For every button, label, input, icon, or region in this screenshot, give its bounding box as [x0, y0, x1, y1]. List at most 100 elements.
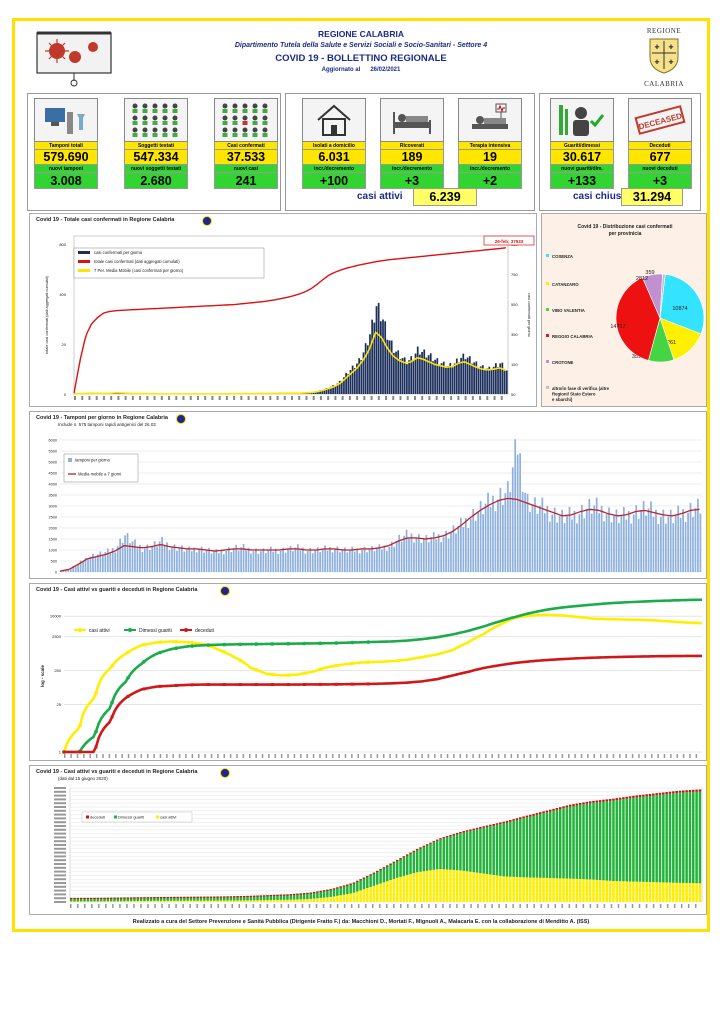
recovered-bar — [419, 848, 422, 872]
x-tick-mark — [223, 754, 225, 758]
daily-test-bar — [311, 553, 314, 572]
series-marker — [350, 640, 355, 645]
daily-test-bar — [588, 498, 591, 572]
x-tick-mark — [133, 904, 135, 908]
daily-test-bar — [467, 528, 470, 572]
active-cases-bar — [662, 882, 665, 902]
daily-case-bar — [375, 306, 378, 394]
recovered-bar — [612, 800, 615, 882]
series-marker — [174, 639, 178, 644]
deceased-bar — [655, 793, 658, 796]
active-cases-bar — [628, 881, 632, 902]
active-cases-bar — [206, 900, 209, 902]
deceased-bar — [442, 837, 446, 839]
x-tick-mark — [210, 754, 213, 758]
deceased-bar — [685, 790, 688, 793]
recovered-bar — [399, 858, 402, 877]
daily-test-bar — [163, 545, 166, 572]
deceased-bar — [578, 803, 582, 805]
daily-case-bar — [423, 349, 426, 394]
x-tick-mark — [610, 904, 613, 908]
active-cases-bar — [156, 900, 159, 902]
x-tick-mark — [110, 396, 113, 400]
active-cases-bar — [409, 874, 412, 902]
recovered-bar — [329, 889, 332, 897]
x-tick-mark — [217, 754, 219, 758]
daily-test-bar — [534, 497, 536, 572]
recovered-bar — [166, 897, 169, 901]
active-cases-bar — [133, 901, 136, 902]
daily-test-bar — [301, 547, 304, 572]
deceased-bar — [465, 830, 469, 832]
daily-case-bar — [379, 321, 382, 394]
deceased-bar — [392, 861, 396, 863]
x-tick-mark — [523, 754, 525, 758]
y2-tick-label: 750 — [511, 272, 518, 277]
daily-test-bar — [260, 551, 262, 572]
x-tick-mark — [465, 754, 468, 758]
x-tick-mark — [497, 754, 500, 758]
daily-test-bar — [403, 535, 405, 572]
x-tick-mark — [306, 754, 308, 758]
active-cases-bar — [688, 883, 692, 902]
active-cases-bar — [489, 874, 492, 902]
series-marker — [254, 683, 258, 687]
recovered-bar — [615, 800, 619, 882]
daily-test-bar — [368, 549, 371, 572]
person-icon — [222, 103, 228, 109]
person-icon — [242, 115, 248, 121]
daily-test-bar — [687, 512, 689, 572]
x-tick-mark — [357, 754, 359, 758]
recovered-bar — [492, 825, 495, 875]
recovered-bar — [146, 897, 149, 901]
svg-text:✚: ✚ — [668, 44, 673, 51]
recovered-bar — [193, 896, 196, 901]
daily-case-bar — [425, 357, 428, 394]
y-tick-mark — [54, 802, 66, 805]
x-tick-mark — [446, 754, 449, 758]
x-tick-mark — [617, 904, 620, 908]
kpi-isolati-label: Isolati a domicilio — [302, 142, 366, 150]
recovered-bar — [216, 896, 219, 901]
daily-test-bar — [474, 520, 477, 572]
y-tick-label: 4000 — [49, 483, 57, 487]
y-tick-label: 6000 — [49, 439, 57, 443]
daily-test-bar — [269, 546, 272, 572]
y-tick-label: 3000 — [49, 505, 57, 509]
daily-test-bar — [566, 514, 568, 572]
deceased-bar — [183, 896, 186, 898]
x-tick-mark — [189, 396, 192, 400]
legend-swatch — [78, 269, 90, 272]
active-cases-bar — [332, 896, 336, 902]
y-tick-mark — [54, 821, 66, 824]
active-cases-bar — [186, 900, 189, 902]
recovered-bar — [123, 897, 126, 902]
daily-test-bar — [126, 533, 129, 572]
x-tick-mark — [505, 904, 507, 908]
deceased-bar — [186, 896, 189, 898]
active-cases-bar — [296, 899, 299, 902]
x-tick-mark — [127, 754, 130, 758]
series-marker — [270, 683, 274, 687]
x-tick-mark — [568, 904, 571, 908]
person-body-icon — [142, 133, 148, 137]
daily-test-bar — [576, 523, 578, 572]
lab-computer-icon — [34, 98, 98, 142]
recovered-bar — [136, 897, 140, 902]
daily-test-bar — [418, 534, 420, 572]
y-tick-mark — [54, 813, 66, 816]
active-cases-bar — [173, 900, 176, 902]
x-tick-mark — [283, 396, 286, 400]
active-cases-bar — [405, 875, 409, 902]
deceased-bar — [425, 844, 429, 846]
daily-case-bar — [406, 364, 408, 394]
daily-test-bar — [427, 542, 430, 572]
x-tick-mark — [293, 754, 296, 758]
active-cases-bar — [76, 901, 80, 902]
person-body-icon — [172, 133, 178, 137]
deceased-bar — [316, 891, 319, 893]
x-tick-mark — [268, 754, 270, 758]
active-cases-bar — [316, 898, 319, 902]
person-icon — [132, 115, 138, 121]
daily-test-bar — [605, 514, 608, 572]
